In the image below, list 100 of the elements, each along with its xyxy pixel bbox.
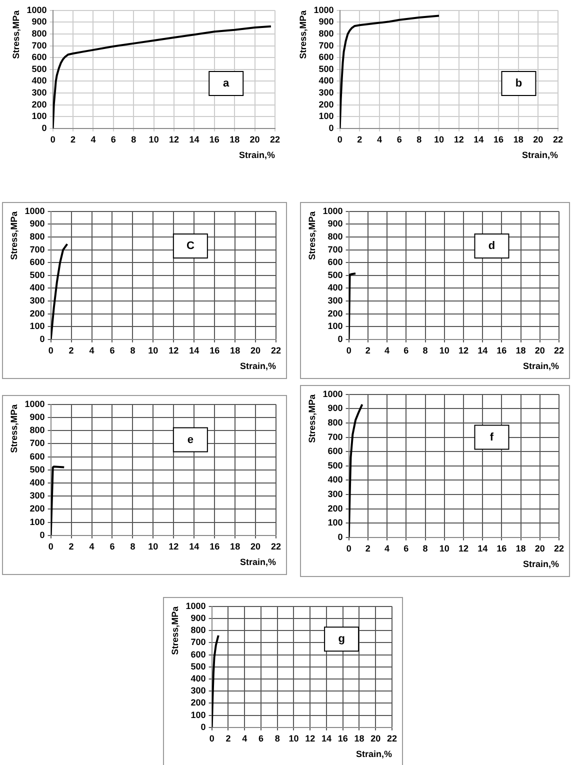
y-tick-label: 0 <box>40 530 45 540</box>
x-tick-label: 8 <box>422 345 428 356</box>
y-tick-label: 700 <box>328 432 343 442</box>
x-tick-label: 0 <box>50 134 56 144</box>
x-tick-label: 10 <box>439 543 450 554</box>
x-tick-label: 14 <box>189 541 200 552</box>
x-tick-label: 0 <box>209 733 214 744</box>
y-tick-label: 0 <box>338 532 343 542</box>
x-axis-title: Strain,% <box>356 749 392 760</box>
y-tick-label: 1000 <box>26 4 47 15</box>
x-tick-label: 8 <box>416 134 422 144</box>
x-tick-label: 22 <box>270 345 282 356</box>
x-tick-label: 22 <box>270 134 280 144</box>
y-tick-label: 300 <box>318 87 334 98</box>
y-tick-label: 700 <box>32 40 47 50</box>
x-tick-label: 14 <box>321 733 332 744</box>
y-tick-label: 300 <box>328 295 343 306</box>
y-tick-label: 500 <box>32 64 47 74</box>
y-axis-title: Stress,MPa <box>298 9 308 59</box>
y-tick-label: 400 <box>318 76 334 86</box>
y-tick-label: 800 <box>32 28 47 38</box>
x-tick-label: 16 <box>209 134 220 144</box>
y-tick-label: 1000 <box>24 398 45 409</box>
y-tick-label: 600 <box>328 257 343 268</box>
y-tick-label: 900 <box>32 16 47 27</box>
y-tick-label: 1000 <box>24 206 45 216</box>
y-tick-label: 100 <box>328 321 343 332</box>
y-tick-label: 800 <box>328 231 343 242</box>
x-tick-label: 18 <box>230 134 240 144</box>
x-tick-label: 8 <box>274 733 280 744</box>
x-tick-label: 14 <box>474 134 484 144</box>
y-tick-label: 400 <box>190 673 206 684</box>
y-tick-label: 600 <box>30 257 45 268</box>
x-tick-label: 8 <box>130 541 136 552</box>
y-tick-label: 200 <box>30 308 45 318</box>
x-tick-label: 16 <box>496 345 507 356</box>
y-axis-title: Stress,MPa <box>8 403 19 453</box>
x-tick-label: 6 <box>396 134 402 144</box>
y-tick-label: 1000 <box>322 388 343 399</box>
x-tick-label: 18 <box>230 541 240 552</box>
x-axis-title: Strain,% <box>522 361 559 372</box>
x-tick-label: 0 <box>346 345 352 356</box>
y-tick-label: 400 <box>30 477 45 488</box>
x-tick-label: 16 <box>338 733 348 744</box>
x-tick-label: 18 <box>516 345 526 356</box>
x-tick-label: 2 <box>365 543 370 554</box>
y-tick-label: 900 <box>30 412 45 422</box>
x-tick-label: 4 <box>384 345 390 356</box>
y-tick-label: 0 <box>200 722 206 732</box>
y-tick-label: 200 <box>318 99 334 110</box>
x-tick-label: 16 <box>496 543 507 554</box>
y-axis-title: Stress,MPa <box>10 9 21 59</box>
y-tick-label: 900 <box>328 403 343 414</box>
x-tick-label: 10 <box>148 541 158 552</box>
x-tick-label: 6 <box>110 345 115 356</box>
y-tick-label: 300 <box>30 490 45 501</box>
x-tick-label: 12 <box>168 541 179 552</box>
y-tick-label: 900 <box>318 16 334 27</box>
y-tick-label: 600 <box>32 52 47 62</box>
x-axis-title: Strain,% <box>240 361 276 372</box>
x-tick-label: 2 <box>226 733 231 744</box>
x-tick-label: 18 <box>354 733 364 744</box>
y-tick-label: 0 <box>328 122 334 133</box>
annotation: a <box>223 78 230 90</box>
x-tick-label: 18 <box>230 345 240 356</box>
x-tick-label: 12 <box>169 134 180 144</box>
x-tick-label: 16 <box>210 541 220 552</box>
y-tick-label: 200 <box>328 503 343 514</box>
y-tick-label: 0 <box>338 334 343 344</box>
x-tick-label: 14 <box>478 543 488 554</box>
y-tick-label: 200 <box>30 504 45 514</box>
x-tick-label: 6 <box>404 543 409 554</box>
annotation: C <box>186 240 194 252</box>
y-tick-label: 700 <box>30 244 45 254</box>
y-tick-label: 500 <box>190 661 206 672</box>
x-tick-label: 4 <box>242 733 248 744</box>
x-tick-label: 4 <box>384 543 390 554</box>
x-tick-label: 20 <box>534 543 545 554</box>
x-tick-label: 2 <box>357 134 362 144</box>
y-tick-label: 500 <box>30 270 45 280</box>
y-tick-label: 400 <box>328 282 343 293</box>
x-tick-label: 6 <box>258 733 264 744</box>
x-axis-title: Strain,% <box>240 557 276 568</box>
y-tick-label: 900 <box>328 218 343 229</box>
y-axis-title: Stress,MPa <box>170 605 180 655</box>
y-axis-title: Stress,MPa <box>306 210 317 260</box>
x-tick-label: 12 <box>168 345 179 356</box>
x-tick-label: 18 <box>516 543 526 554</box>
x-tick-label: 8 <box>130 345 136 356</box>
x-tick-label: 4 <box>376 134 382 144</box>
x-tick-label: 6 <box>110 134 116 144</box>
y-tick-label: 800 <box>318 28 334 38</box>
x-tick-label: 22 <box>554 345 564 356</box>
x-tick-label: 2 <box>70 134 76 144</box>
x-tick-label: 22 <box>552 134 564 144</box>
y-tick-label: 200 <box>328 308 343 318</box>
x-tick-label: 6 <box>404 345 409 356</box>
x-tick-label: 22 <box>270 541 282 552</box>
y-axis-title: Stress,MPa <box>306 393 317 443</box>
x-tick-label: 16 <box>210 345 220 356</box>
